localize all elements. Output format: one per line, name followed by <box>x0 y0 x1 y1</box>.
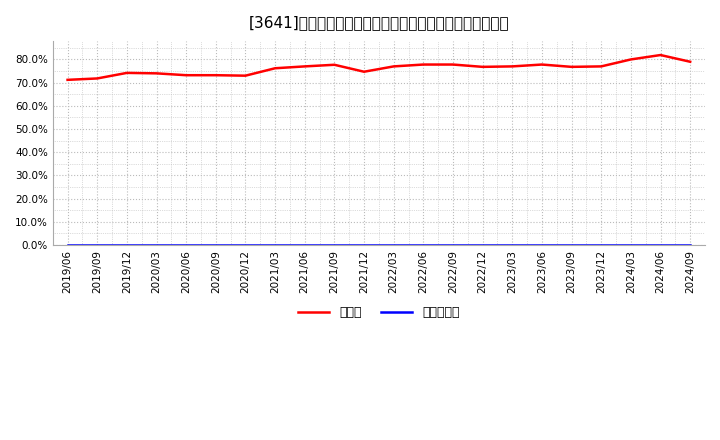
現預金 <box>656 52 665 58</box>
現預金 <box>626 57 635 62</box>
有利子負債 <box>360 242 369 248</box>
有利子負債 <box>300 242 309 248</box>
有利子負債 <box>271 242 279 248</box>
現預金 <box>567 64 576 70</box>
有利子負債 <box>508 242 517 248</box>
現預金 <box>478 64 487 70</box>
有利子負債 <box>212 242 220 248</box>
有利子負債 <box>656 242 665 248</box>
有利子負債 <box>567 242 576 248</box>
有利子負債 <box>330 242 338 248</box>
現預金 <box>271 66 279 71</box>
有利子負債 <box>597 242 606 248</box>
現預金 <box>597 64 606 69</box>
現預金 <box>419 62 428 67</box>
Title: [3641]　現預金、有利子負債の総資産に対する比率の推移: [3641] 現預金、有利子負債の総資産に対する比率の推移 <box>248 15 509 30</box>
有利子負債 <box>182 242 191 248</box>
現預金 <box>390 64 398 69</box>
現預金 <box>93 76 102 81</box>
有利子負債 <box>626 242 635 248</box>
有利子負債 <box>419 242 428 248</box>
有利子負債 <box>241 242 250 248</box>
現預金 <box>122 70 131 76</box>
現預金 <box>449 62 457 67</box>
有利子負債 <box>449 242 457 248</box>
現預金 <box>241 73 250 78</box>
有利子負債 <box>686 242 695 248</box>
現預金 <box>63 77 72 82</box>
現預金 <box>182 73 191 78</box>
有利子負債 <box>152 242 161 248</box>
現預金 <box>538 62 546 67</box>
現預金 <box>360 69 369 74</box>
現預金 <box>300 64 309 69</box>
有利子負債 <box>538 242 546 248</box>
有利子負債 <box>390 242 398 248</box>
有利子負債 <box>478 242 487 248</box>
現預金 <box>508 64 517 69</box>
有利子負債 <box>122 242 131 248</box>
有利子負債 <box>93 242 102 248</box>
現預金 <box>686 59 695 64</box>
Line: 現預金: 現預金 <box>68 55 690 80</box>
現預金 <box>152 71 161 76</box>
有利子負債 <box>63 242 72 248</box>
現預金 <box>212 73 220 78</box>
現預金 <box>330 62 338 67</box>
Legend: 現預金, 有利子負債: 現預金, 有利子負債 <box>293 301 464 324</box>
